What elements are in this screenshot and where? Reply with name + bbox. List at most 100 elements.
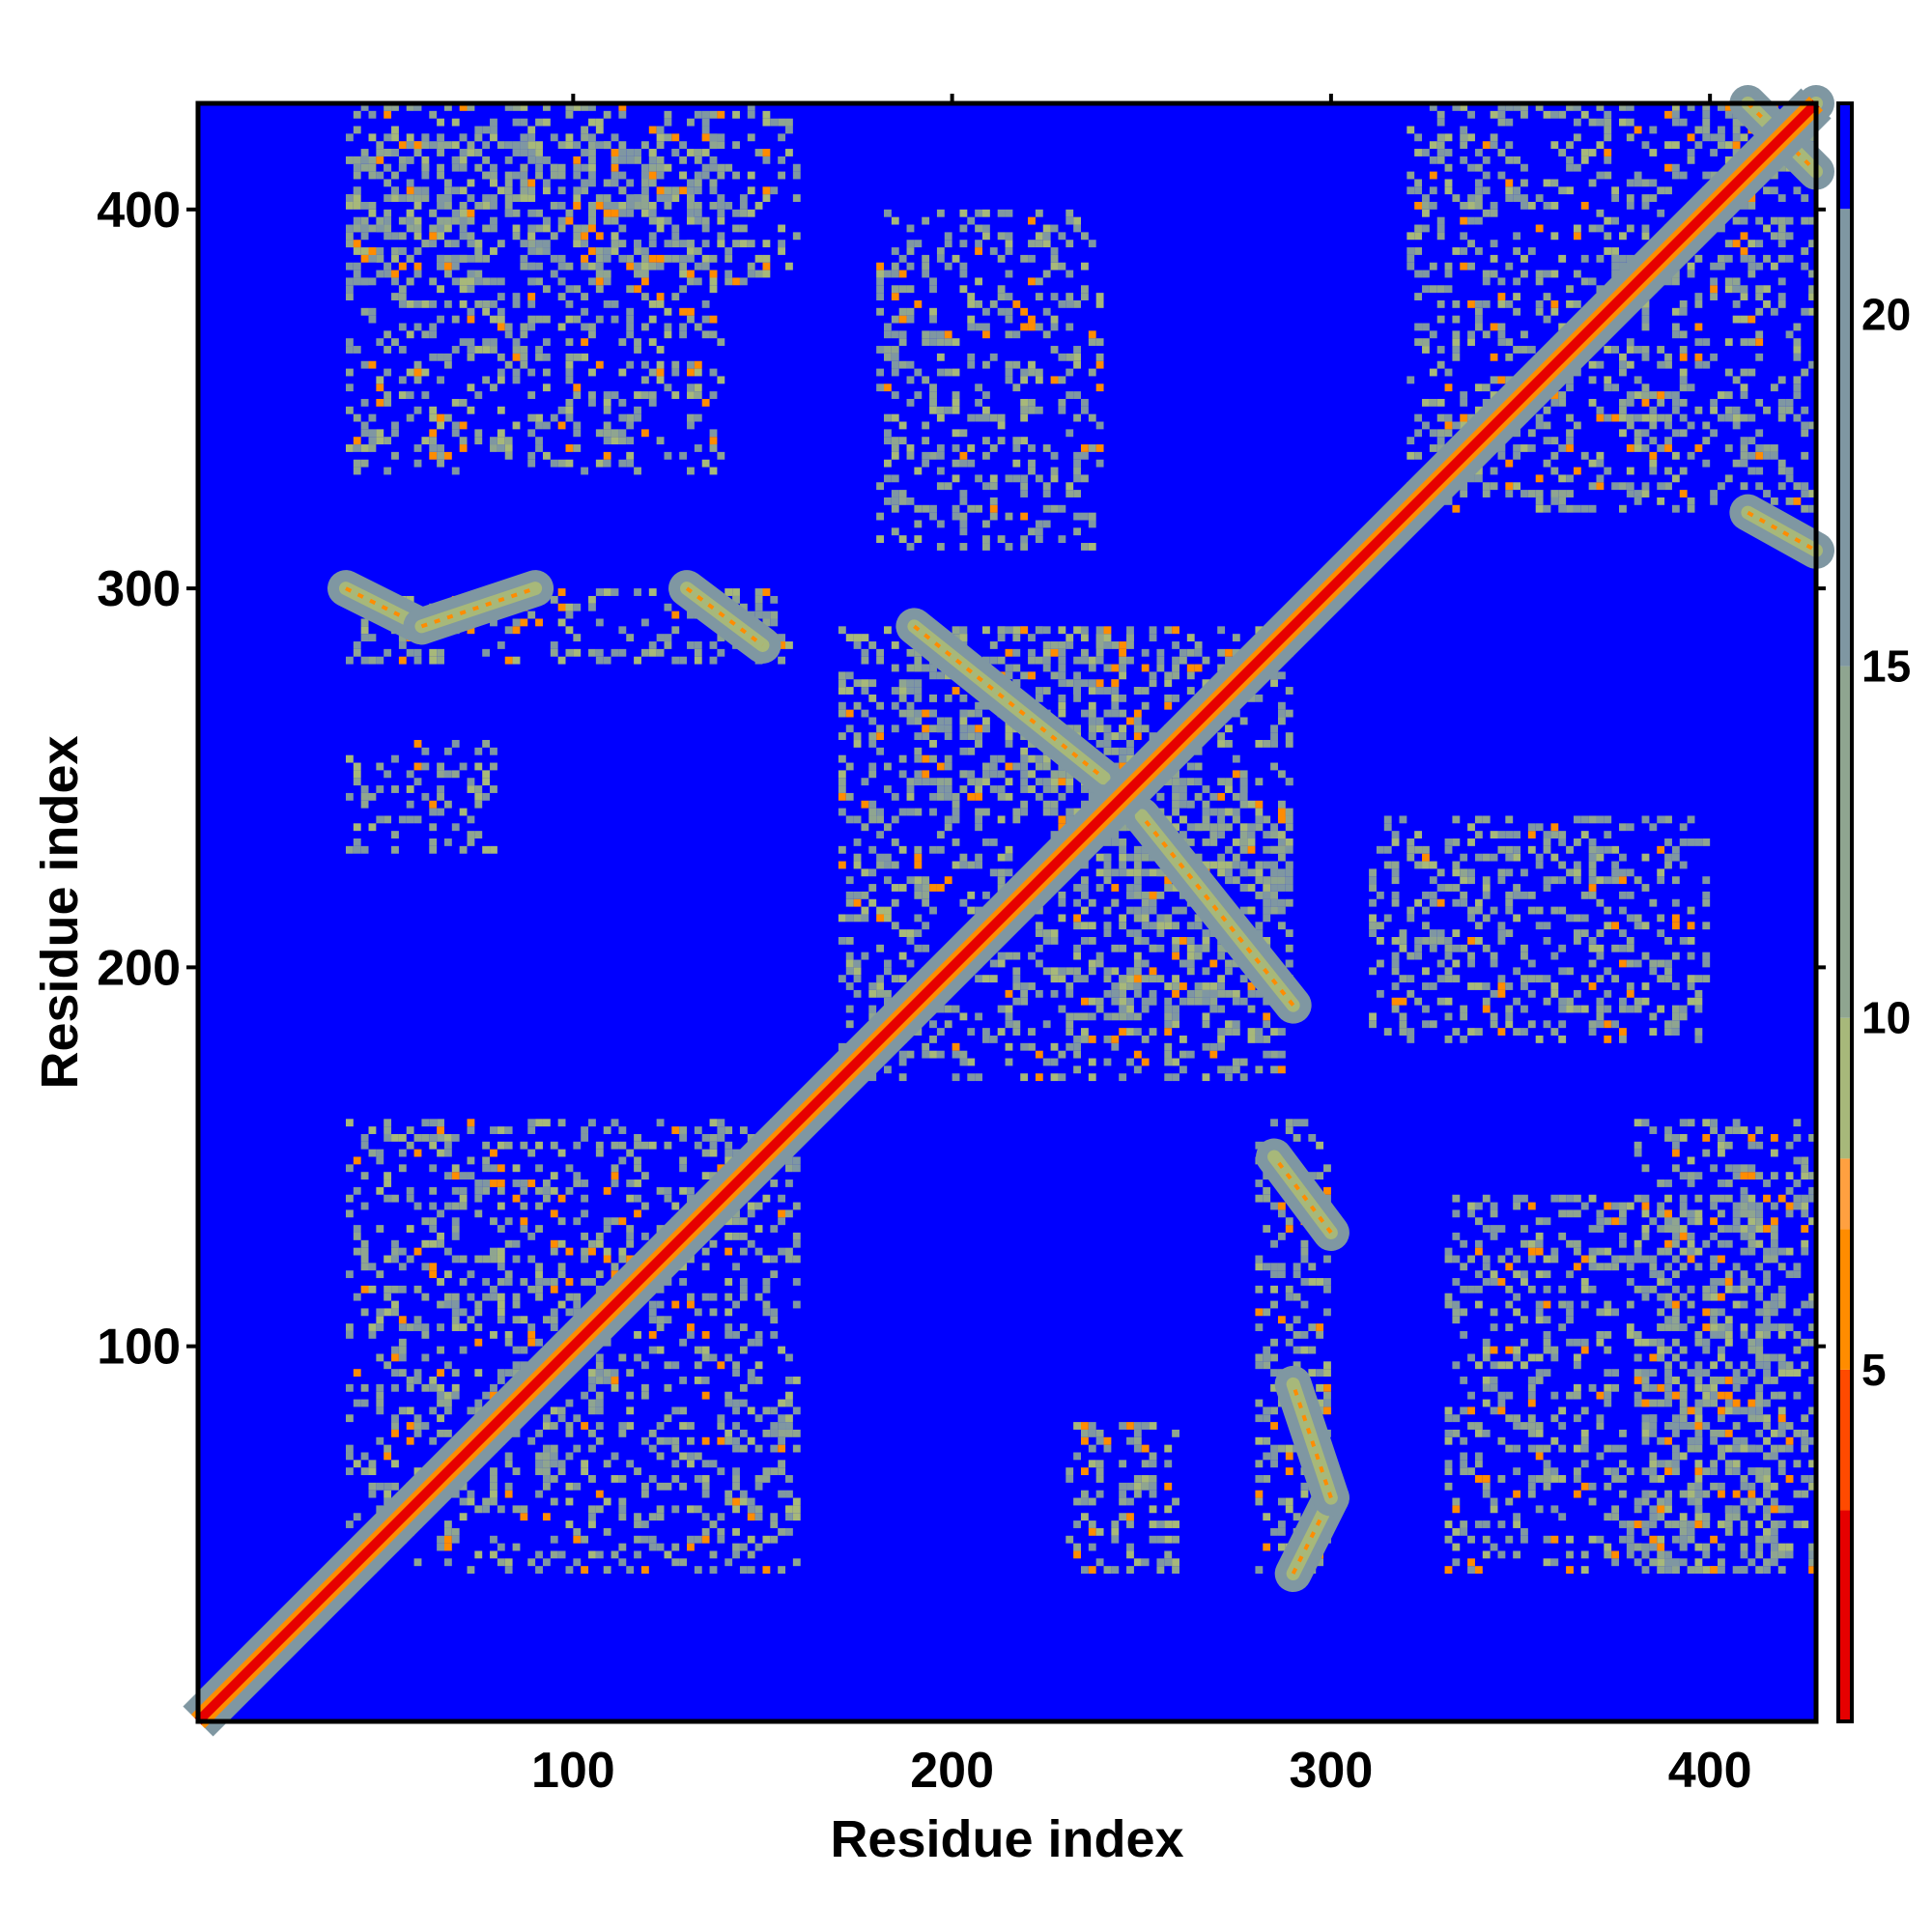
heatmap-cell bbox=[1490, 482, 1498, 491]
heatmap-cell bbox=[754, 1513, 763, 1521]
heatmap-cell bbox=[656, 634, 665, 642]
heatmap-cell bbox=[1747, 1239, 1756, 1248]
heatmap-cell bbox=[1657, 914, 1665, 923]
heatmap-cell bbox=[1687, 975, 1695, 983]
heatmap-cell bbox=[443, 1247, 452, 1256]
heatmap-cell bbox=[1664, 391, 1672, 399]
heatmap-cell bbox=[1679, 1232, 1688, 1240]
heatmap-cell bbox=[701, 1475, 710, 1483]
heatmap-cell bbox=[1088, 444, 1096, 452]
heatmap-cell bbox=[967, 353, 976, 361]
heatmap-cell bbox=[1763, 299, 1771, 308]
heatmap-cell bbox=[1164, 876, 1173, 885]
heatmap-cell bbox=[1535, 906, 1544, 915]
heatmap-cell bbox=[898, 929, 907, 937]
heatmap-cell bbox=[1732, 1172, 1741, 1180]
heatmap-cell bbox=[497, 1505, 505, 1514]
heatmap-cell bbox=[1467, 982, 1475, 990]
heatmap-cell bbox=[1520, 975, 1528, 983]
heatmap-cell bbox=[1558, 254, 1567, 263]
heatmap-cell bbox=[648, 171, 657, 180]
heatmap-cell bbox=[1050, 323, 1059, 331]
heatmap-cell bbox=[1687, 815, 1695, 824]
heatmap-cell bbox=[429, 1141, 438, 1150]
heatmap-cell bbox=[732, 277, 740, 286]
heatmap-cell bbox=[845, 1020, 854, 1029]
heatmap-cell bbox=[1634, 1149, 1642, 1157]
heatmap-cell bbox=[1649, 149, 1658, 156]
heatmap-cell bbox=[384, 110, 392, 119]
heatmap-cell bbox=[656, 156, 665, 164]
heatmap-cell bbox=[1679, 1225, 1688, 1233]
heatmap-cell bbox=[1005, 376, 1013, 384]
heatmap-cell bbox=[1641, 232, 1650, 241]
heatmap-cell bbox=[353, 1186, 361, 1195]
heatmap-cell bbox=[406, 179, 414, 187]
heatmap-cell bbox=[914, 778, 923, 786]
heatmap-cell bbox=[1755, 293, 1764, 300]
heatmap-cell bbox=[1422, 209, 1430, 217]
heatmap-cell bbox=[1436, 444, 1445, 452]
heatmap-cell bbox=[451, 1186, 460, 1195]
heatmap-cell bbox=[1035, 959, 1043, 968]
heatmap-cell bbox=[1770, 384, 1778, 392]
heatmap-cell bbox=[459, 1278, 468, 1286]
heatmap-cell bbox=[1383, 845, 1392, 854]
heatmap-cell bbox=[914, 876, 923, 885]
heatmap-cell bbox=[557, 618, 566, 627]
heatmap-cell bbox=[792, 1278, 801, 1286]
heatmap-cell bbox=[429, 277, 438, 286]
heatmap-cell bbox=[413, 1202, 422, 1210]
heatmap-cell bbox=[671, 1202, 680, 1210]
heatmap-cell bbox=[1702, 1133, 1711, 1142]
heatmap-cell bbox=[1694, 360, 1703, 369]
heatmap-cell bbox=[1225, 1028, 1233, 1036]
heatmap-cell bbox=[785, 1475, 793, 1483]
heatmap-cell bbox=[1497, 868, 1506, 877]
heatmap-cell bbox=[1293, 1316, 1301, 1324]
heatmap-cell bbox=[557, 1217, 566, 1226]
heatmap-cell bbox=[1626, 133, 1634, 142]
heatmap-cell bbox=[1770, 232, 1778, 241]
heatmap-cell bbox=[1808, 240, 1816, 248]
heatmap-cell bbox=[1065, 1028, 1074, 1036]
heatmap-cell bbox=[989, 975, 998, 983]
heatmap-cell bbox=[1687, 997, 1695, 1006]
heatmap-cell bbox=[640, 270, 649, 278]
heatmap-cell bbox=[1505, 179, 1514, 187]
heatmap-cell bbox=[1149, 898, 1157, 907]
heatmap-cell bbox=[459, 1346, 468, 1354]
heatmap-cell bbox=[952, 1073, 960, 1082]
heatmap-cell bbox=[914, 914, 923, 923]
heatmap-cell bbox=[1012, 634, 1021, 642]
heatmap-cell bbox=[876, 701, 885, 710]
heatmap-cell bbox=[595, 1422, 604, 1430]
heatmap-cell bbox=[1383, 914, 1392, 923]
heatmap-cell bbox=[845, 762, 854, 771]
heatmap-cell bbox=[762, 118, 771, 127]
heatmap-cell bbox=[1095, 626, 1104, 635]
heatmap-cell bbox=[936, 451, 945, 460]
heatmap-cell bbox=[1436, 216, 1445, 225]
heatmap-cell bbox=[1710, 1285, 1719, 1293]
heatmap-cell bbox=[838, 701, 846, 710]
heatmap-cell bbox=[1671, 1444, 1680, 1453]
heatmap-cell bbox=[1634, 497, 1642, 505]
heatmap-cell bbox=[413, 247, 422, 255]
heatmap-cell bbox=[603, 1527, 611, 1536]
heatmap-cell bbox=[944, 754, 952, 763]
heatmap-cell bbox=[1755, 1414, 1764, 1423]
heatmap-cell bbox=[648, 209, 657, 217]
heatmap-cell bbox=[1664, 277, 1672, 286]
heatmap-cell bbox=[1763, 1179, 1771, 1187]
heatmap-cell bbox=[1505, 868, 1514, 877]
heatmap-cell bbox=[1497, 989, 1506, 998]
heatmap-cell bbox=[1626, 936, 1634, 945]
heatmap-cell bbox=[512, 1429, 521, 1437]
heatmap-cell bbox=[1550, 823, 1559, 832]
heatmap-cell bbox=[1111, 944, 1120, 952]
heatmap-cell bbox=[550, 1406, 558, 1415]
heatmap-cell bbox=[1702, 922, 1711, 930]
heatmap-cell bbox=[959, 724, 968, 733]
heatmap-cell bbox=[1225, 648, 1233, 657]
